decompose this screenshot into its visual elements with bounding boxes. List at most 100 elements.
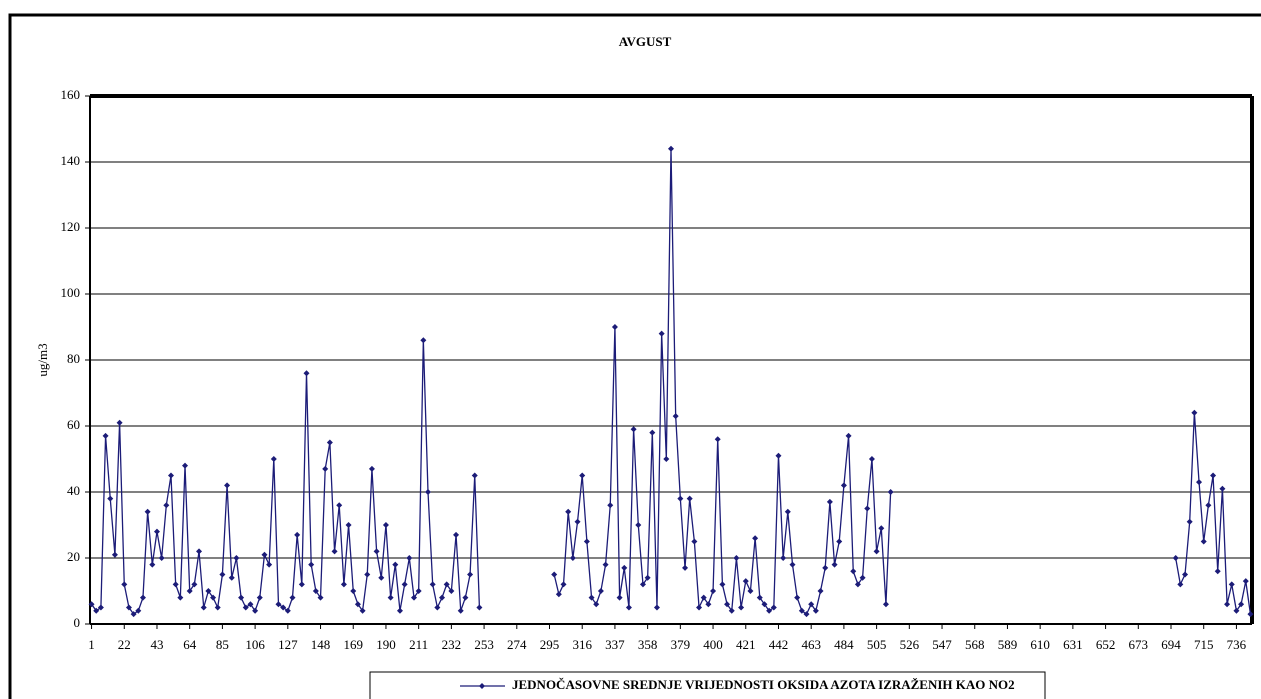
data-point bbox=[705, 601, 712, 608]
data-point bbox=[719, 581, 726, 588]
data-point bbox=[653, 604, 660, 611]
data-point bbox=[443, 581, 450, 588]
series-line bbox=[91, 340, 481, 616]
data-point bbox=[467, 571, 474, 578]
data-point bbox=[172, 581, 179, 588]
data-point bbox=[242, 604, 249, 611]
data-point bbox=[97, 604, 104, 611]
data-point bbox=[144, 508, 151, 515]
x-tick-label: 505 bbox=[867, 637, 887, 652]
x-tick-label: 694 bbox=[1161, 637, 1181, 652]
data-point bbox=[859, 574, 866, 581]
data-point bbox=[462, 594, 469, 601]
data-point bbox=[747, 588, 754, 594]
data-point bbox=[710, 588, 717, 594]
data-point bbox=[663, 456, 670, 462]
data-point bbox=[331, 548, 338, 555]
data-point bbox=[1228, 581, 1235, 588]
series-line bbox=[553, 148, 892, 616]
data-point bbox=[382, 522, 389, 528]
data-point bbox=[289, 594, 296, 601]
data-point bbox=[186, 588, 193, 594]
data-point bbox=[471, 472, 478, 479]
data-point bbox=[294, 531, 301, 538]
data-point bbox=[742, 578, 749, 585]
data-point bbox=[831, 561, 838, 568]
data-point bbox=[565, 508, 572, 515]
data-point bbox=[224, 482, 231, 489]
x-tick-label: 232 bbox=[442, 637, 462, 652]
data-point bbox=[228, 574, 235, 581]
data-point bbox=[1172, 555, 1179, 561]
data-point bbox=[696, 604, 703, 611]
data-point bbox=[630, 426, 637, 433]
data-point bbox=[1233, 607, 1240, 614]
data-point bbox=[593, 601, 600, 608]
data-point bbox=[322, 465, 329, 472]
x-tick-label: 400 bbox=[703, 637, 723, 652]
x-tick-label: 253 bbox=[474, 637, 494, 652]
data-point bbox=[766, 607, 773, 614]
x-tick-label: 22 bbox=[118, 637, 131, 652]
data-point bbox=[714, 436, 721, 443]
data-point bbox=[882, 601, 889, 608]
data-point bbox=[368, 465, 375, 472]
x-tick-label: 631 bbox=[1063, 637, 1083, 652]
data-point bbox=[387, 594, 394, 601]
x-tick-label: 1 bbox=[88, 637, 95, 652]
data-point bbox=[130, 611, 137, 618]
data-point bbox=[756, 594, 763, 601]
data-point bbox=[840, 482, 847, 489]
data-point bbox=[167, 472, 174, 479]
data-point bbox=[579, 472, 586, 479]
x-tick-label: 169 bbox=[343, 637, 363, 652]
data-point bbox=[850, 568, 857, 575]
data-point bbox=[1210, 472, 1217, 479]
data-point bbox=[415, 588, 422, 594]
data-point bbox=[284, 607, 291, 614]
x-tick-label: 43 bbox=[150, 637, 163, 652]
data-point bbox=[677, 495, 684, 502]
x-tick-label: 652 bbox=[1096, 637, 1116, 652]
data-point bbox=[252, 607, 259, 614]
data-point bbox=[275, 601, 282, 608]
x-tick-label: 547 bbox=[932, 637, 952, 652]
data-point bbox=[803, 611, 810, 618]
data-point bbox=[401, 581, 408, 588]
x-tick-label: 64 bbox=[183, 637, 197, 652]
data-point bbox=[864, 505, 871, 512]
data-point bbox=[611, 324, 618, 330]
data-point bbox=[116, 419, 123, 426]
x-tick-label: 715 bbox=[1194, 637, 1214, 652]
data-point bbox=[457, 607, 464, 614]
data-point bbox=[597, 588, 604, 594]
x-tick-label: 736 bbox=[1227, 637, 1247, 652]
data-point bbox=[817, 588, 824, 594]
y-tick-label: 60 bbox=[67, 417, 80, 432]
x-tick-label: 568 bbox=[965, 637, 985, 652]
data-point bbox=[808, 601, 815, 608]
data-point bbox=[733, 555, 740, 561]
data-point bbox=[574, 518, 581, 525]
data-point bbox=[125, 604, 132, 611]
data-point bbox=[1242, 578, 1249, 585]
data-point bbox=[434, 604, 441, 611]
data-point bbox=[569, 555, 576, 561]
data-point bbox=[1182, 571, 1189, 578]
x-tick-label: 85 bbox=[216, 637, 229, 652]
data-point bbox=[784, 508, 791, 515]
data-point bbox=[1196, 479, 1203, 486]
data-point bbox=[625, 604, 632, 611]
y-tick-label: 0 bbox=[74, 615, 81, 630]
x-tick-label: 610 bbox=[1030, 637, 1050, 652]
x-tick-label: 526 bbox=[900, 637, 920, 652]
series-line bbox=[1175, 412, 1252, 615]
data-point bbox=[798, 607, 805, 614]
data-point bbox=[177, 594, 184, 601]
data-point bbox=[312, 588, 319, 594]
data-point bbox=[317, 594, 324, 601]
y-tick-label: 40 bbox=[67, 483, 80, 498]
data-point bbox=[1247, 611, 1254, 618]
data-point bbox=[761, 601, 768, 608]
